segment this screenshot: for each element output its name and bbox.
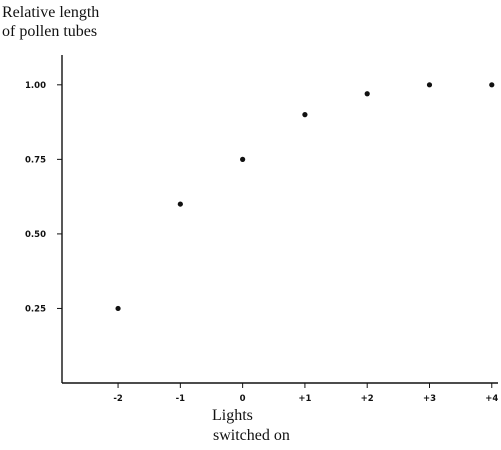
y-tick-label: 0.50 [25,230,46,240]
y-axis-title-line-1: Relative length [2,4,99,21]
data-point [426,82,433,88]
x-axis-ticks: -2 -1 0 +1 +2 +3 +4 [113,383,498,404]
x-tick-label: +1 [298,394,311,404]
data-point [115,305,121,312]
x-tick-label: -2 [113,394,123,404]
y-tick-label: 0.75 [25,155,46,165]
x-tick-label: +3 [423,394,436,404]
data-points [115,82,495,312]
data-point [177,201,183,207]
data-point [302,112,308,118]
x-tick-label: -1 [176,394,186,404]
x-tick-label: 0 [240,394,246,404]
x-tick-label: +2 [361,394,374,404]
y-axis-ticks: 0.25 0.50 0.75 1.00 [25,81,62,314]
y-tick-label: 1.00 [25,81,46,91]
data-point [489,82,495,88]
data-point [240,156,246,162]
data-point [364,91,370,97]
x-tick-label: +4 [485,394,498,404]
x-axis-title-line-2: switched on [213,427,290,444]
y-tick-label: 0.25 [25,304,46,314]
y-axis-title-line-2: of pollen tubes [2,23,97,40]
x-axis-title-line-1: Lights [212,407,253,424]
